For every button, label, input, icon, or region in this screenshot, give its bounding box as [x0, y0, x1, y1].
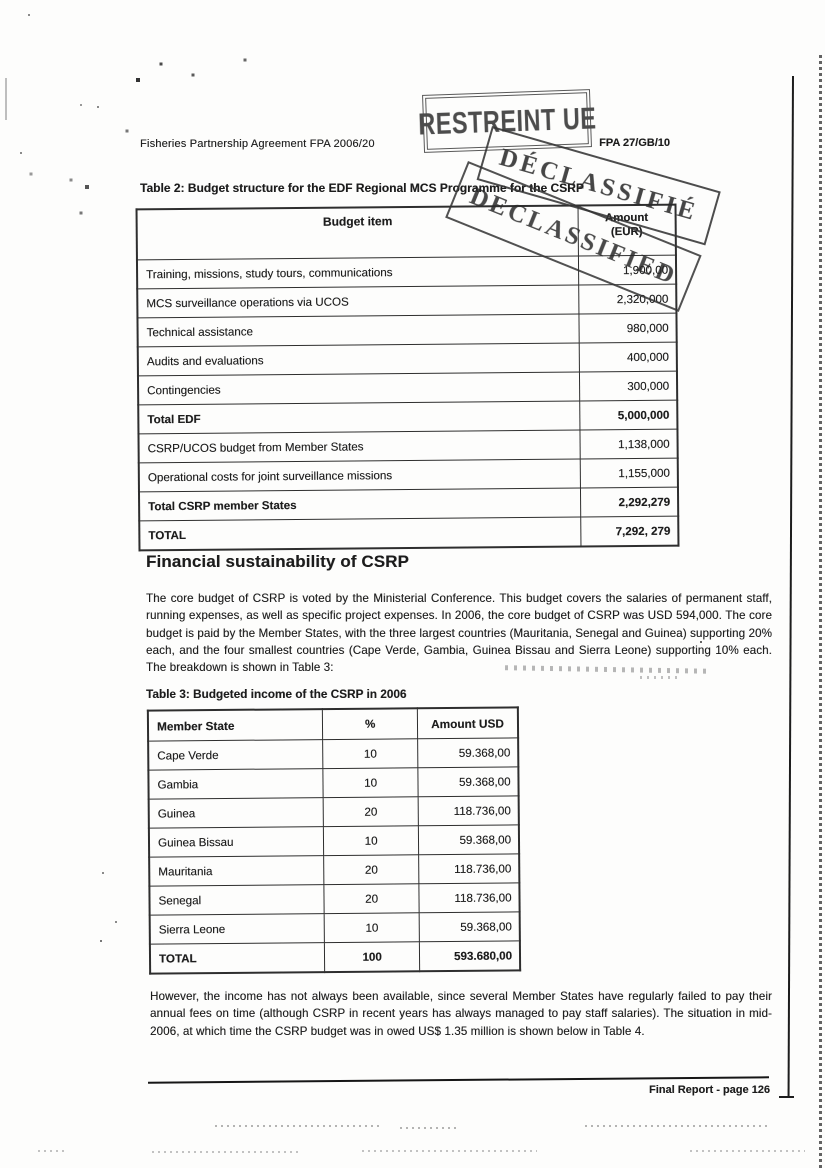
income-table-row: Cape Verde 10 59.368,00 [148, 737, 519, 771]
scan-noise-specks [0, 0, 2, 2]
document-reference-right: FPA 27/GB/10 [599, 137, 670, 149]
percent-cell: 10 [323, 825, 419, 856]
budget-item-cell: Technical assistance [137, 314, 580, 347]
budget-item-cell: Total CSRP member States [138, 487, 581, 521]
bottom-scan-dashes [690, 1150, 805, 1152]
budget-table-row: Technical assistance 980,000 [137, 313, 677, 347]
budget-table-row: Total CSRP member States 2,292,279 [138, 487, 679, 521]
bottom-scan-dashes [362, 1150, 537, 1152]
core-budget-paragraph: The core budget of CSRP is voted by the … [146, 592, 772, 675]
document-reference-left: Fisheries Partnership Agreement FPA 2006… [140, 138, 375, 150]
budget-table-row: Operational costs for joint surveillance… [138, 458, 678, 492]
amount-usd-cell: 59.368,00 [417, 737, 519, 768]
member-state-cell: Guinea [148, 797, 324, 829]
income-table-row: Gambia 10 59.368,00 [148, 766, 519, 800]
pencil-scribble-artifact-2 [640, 676, 682, 679]
bottom-scan-dashes [38, 1150, 66, 1152]
budget-table-row: Audits and evaluations 400,000 [137, 342, 677, 376]
income-table-body: Cape Verde 10 59.368,00 Gambia 10 59.368… [148, 737, 521, 974]
scan-edge-line-hook [779, 1096, 794, 1098]
income-availability-paragraph: However, the income has not always been … [150, 990, 772, 1038]
income-table-row: Mauritania 20 118.736,00 [149, 853, 520, 887]
table3-caption: Table 3: Budgeted income of the CSRP in … [146, 687, 407, 701]
amount-usd-cell: 59.368,00 [417, 766, 519, 797]
percent-cell: 20 [323, 796, 419, 827]
member-state-cell: TOTAL [149, 942, 325, 974]
amount-usd-cell: 593.680,00 [419, 940, 521, 972]
percent-cell: 100 [324, 941, 420, 973]
amount-usd-cell: 118.736,00 [418, 882, 520, 913]
income-table-row: Guinea Bissau 10 59.368,00 [148, 824, 520, 858]
budget-item-cell: Audits and evaluations [137, 343, 580, 376]
income-table-row: Sierra Leone 10 59.368,00 [149, 911, 520, 945]
percent-cell: 10 [323, 767, 419, 798]
page-footer-label: Final Report - page 126 [648, 1084, 770, 1096]
amount-usd-cell: 118.736,00 [418, 795, 519, 826]
budgeted-income-table: Member State % Amount USD Cape Verde 10 … [146, 706, 522, 975]
amount-usd-cell: 59.368,00 [419, 911, 520, 942]
section-heading: Financial sustainability of CSRP [146, 552, 409, 571]
column-header-member-state: Member State [147, 709, 323, 742]
budget-item-cell: Contingencies [137, 372, 580, 405]
budget-item-cell: MCS surveillance operations via UCOS [137, 285, 579, 318]
member-state-cell: Cape Verde [148, 739, 324, 771]
budget-table-row: TOTAL 7,292, 279 [139, 516, 679, 551]
column-header-amount-usd: Amount USD [417, 707, 519, 739]
budget-table-row: Total EDF 5,000,000 [138, 400, 678, 434]
income-table-header-row: Member State % Amount USD [147, 707, 519, 742]
budget-amount-cell: 2,292,279 [580, 487, 679, 517]
member-state-cell: Senegal [149, 884, 325, 916]
percent-cell: 20 [324, 883, 420, 914]
budget-amount-cell: 5,000,000 [579, 400, 678, 430]
budget-item-cell: Training, missions, study tours, communi… [136, 256, 579, 289]
percent-cell: 10 [324, 912, 420, 943]
bottom-scan-dashes [152, 1151, 302, 1153]
scan-streak-artifact [5, 78, 7, 120]
percent-cell: 10 [322, 738, 418, 769]
bottom-scan-dashes [585, 1125, 770, 1127]
column-header-percent: % [322, 708, 418, 740]
scan-edge-dashed-line [819, 55, 822, 1168]
budget-amount-cell: 1,155,000 [580, 458, 678, 488]
budget-item-cell: Operational costs for joint surveillance… [138, 458, 581, 492]
budget-table-row: CSRP/UCOS budget from Member States 1,13… [138, 429, 678, 463]
member-state-cell: Sierra Leone [149, 913, 325, 945]
footer-rule [148, 1076, 769, 1084]
amount-usd-cell: 118.736,00 [418, 853, 520, 884]
amount-usd-cell: 59.368,00 [418, 824, 520, 855]
table2-caption: Table 2: Budget structure for the EDF Re… [140, 181, 584, 195]
bottom-scan-dashes [215, 1125, 380, 1127]
budget-amount-cell: 7,292, 279 [580, 516, 679, 547]
member-state-cell: Gambia [148, 768, 324, 800]
scan-edge-solid-line [787, 75, 795, 1098]
budget-amount-cell: 400,000 [579, 342, 677, 373]
income-table-row: Guinea 20 118.736,00 [148, 795, 519, 829]
income-table-row: TOTAL 100 593.680,00 [149, 940, 521, 974]
budget-table-body: Training, missions, study tours, communi… [136, 255, 679, 551]
member-state-cell: Guinea Bissau [148, 826, 324, 858]
budget-table-row: MCS surveillance operations via UCOS 2,3… [137, 284, 677, 318]
budget-amount-cell: 1,138,000 [579, 429, 678, 459]
bottom-scan-dashes [400, 1127, 460, 1129]
budget-item-cell: CSRP/UCOS budget from Member States [138, 429, 581, 463]
budget-amount-cell: 300,000 [579, 371, 678, 401]
percent-cell: 20 [323, 854, 419, 885]
budget-amount-cell: 980,000 [578, 313, 677, 344]
member-state-cell: Mauritania [149, 855, 325, 887]
income-table-row: Senegal 20 118.736,00 [149, 882, 520, 916]
budget-item-cell: Total EDF [138, 400, 580, 434]
budget-item-cell: TOTAL [139, 516, 581, 551]
budget-table-row: Contingencies 300,000 [137, 371, 678, 405]
